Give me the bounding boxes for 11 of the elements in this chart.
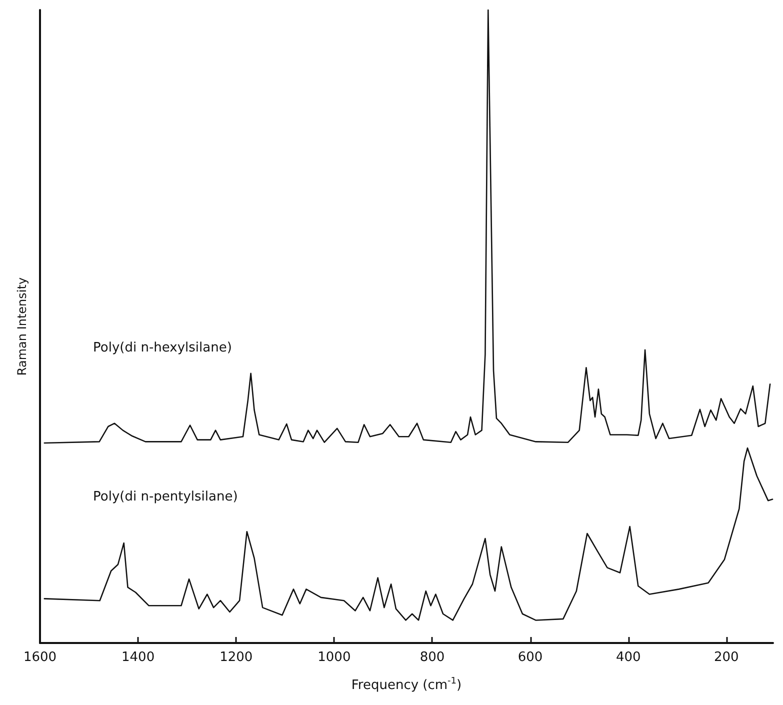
text: Poly(di n-pentylsilane) — [93, 490, 238, 505]
x-tick-label: 1600 — [23, 650, 57, 665]
x-tick-label: 400 — [616, 650, 641, 665]
x-tick-label: 1400 — [122, 650, 155, 665]
x-tick-label: 1200 — [220, 650, 253, 665]
x-tick-label: 1000 — [318, 650, 351, 665]
series-label: Poly(di n-hexylsilane) — [93, 340, 232, 356]
x-tick-label: 800 — [420, 650, 445, 665]
x-tick-label: 600 — [518, 650, 543, 665]
x-tick-label: 200 — [714, 650, 739, 665]
y-axis-title: Raman Intensity — [15, 277, 29, 376]
